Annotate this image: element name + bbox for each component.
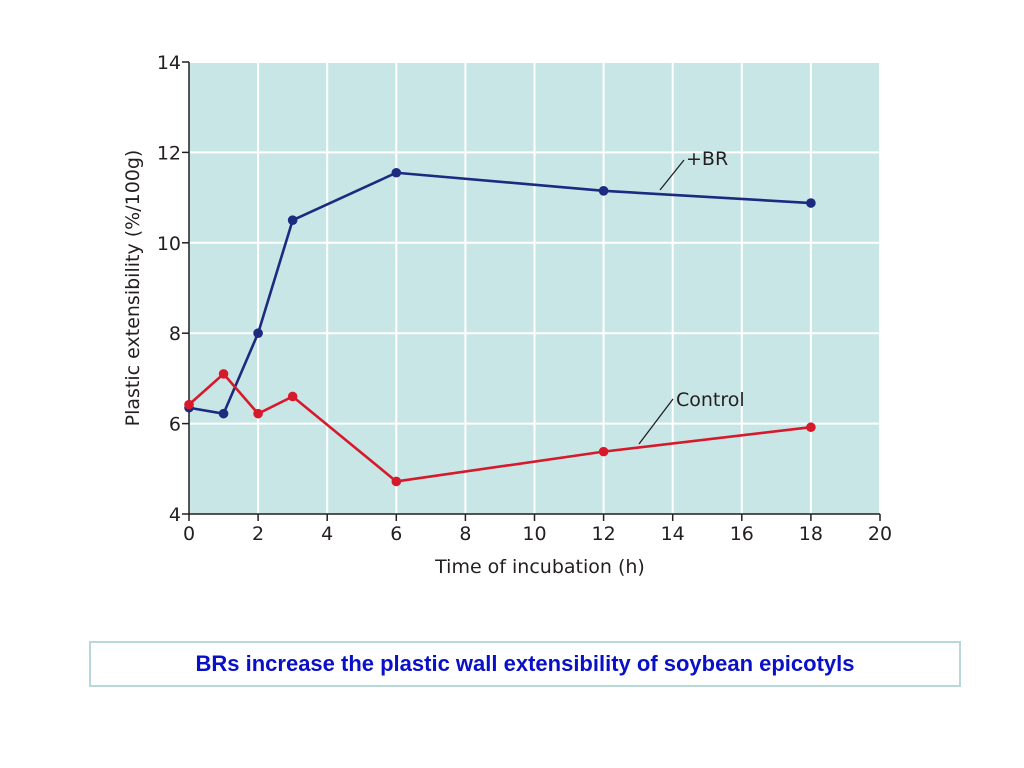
y-tick-label: 14	[157, 52, 181, 74]
data-point	[287, 215, 298, 225]
series-labels: +BR Control	[638, 148, 745, 445]
data-point	[598, 186, 609, 196]
data-point	[287, 391, 298, 402]
series-label: Control	[676, 389, 745, 411]
x-tick-label: 4	[321, 523, 333, 545]
data-point	[218, 369, 229, 379]
x-tick-label: 18	[799, 523, 823, 545]
data-point	[391, 167, 402, 178]
x-axis-title: Time of incubation (h)	[434, 556, 645, 578]
x-tick-label: 0	[183, 523, 195, 545]
data-point	[806, 422, 816, 433]
y-tick-label: 12	[157, 142, 181, 164]
tick-labels: 0 2 4 6 8 10 12 14 16 18 20 4 6 8 10 12 14	[157, 52, 892, 545]
x-tick-label: 2	[252, 523, 264, 545]
data-point	[253, 328, 263, 339]
y-axis-title: Plastic extensibility (%/100g)	[122, 150, 144, 427]
chart: 0 2 4 6 8 10 12 14 16 18 20 4 6 8 10 12 14 +BR Control Ti…	[122, 52, 892, 578]
data-point	[218, 408, 229, 419]
axes	[182, 61, 881, 521]
data-point	[184, 399, 194, 410]
data-point	[598, 446, 609, 457]
x-tick-label: 20	[868, 523, 892, 545]
x-tick-label: 14	[661, 523, 685, 545]
series-group	[184, 167, 816, 487]
data-point	[806, 198, 816, 208]
label-leader-line	[638, 398, 674, 445]
data-point	[253, 408, 263, 419]
series-label: +BR	[686, 148, 728, 170]
grid-lines	[189, 61, 881, 514]
y-tick-label: 8	[169, 323, 181, 345]
y-tick-label: 4	[169, 504, 181, 526]
caption-text: BRs increase the plastic wall extensibil…	[195, 651, 855, 676]
data-point	[391, 476, 402, 487]
x-tick-label: 8	[459, 523, 471, 545]
y-tick-label: 6	[169, 414, 181, 436]
y-tick-label: 10	[157, 233, 181, 255]
x-tick-label: 12	[592, 523, 616, 545]
x-tick-label: 6	[390, 523, 402, 545]
x-tick-label: 10	[522, 523, 546, 545]
caption-box: BRs increase the plastic wall extensibil…	[89, 641, 961, 687]
label-leader-line	[659, 159, 685, 191]
x-tick-label: 16	[730, 523, 754, 545]
